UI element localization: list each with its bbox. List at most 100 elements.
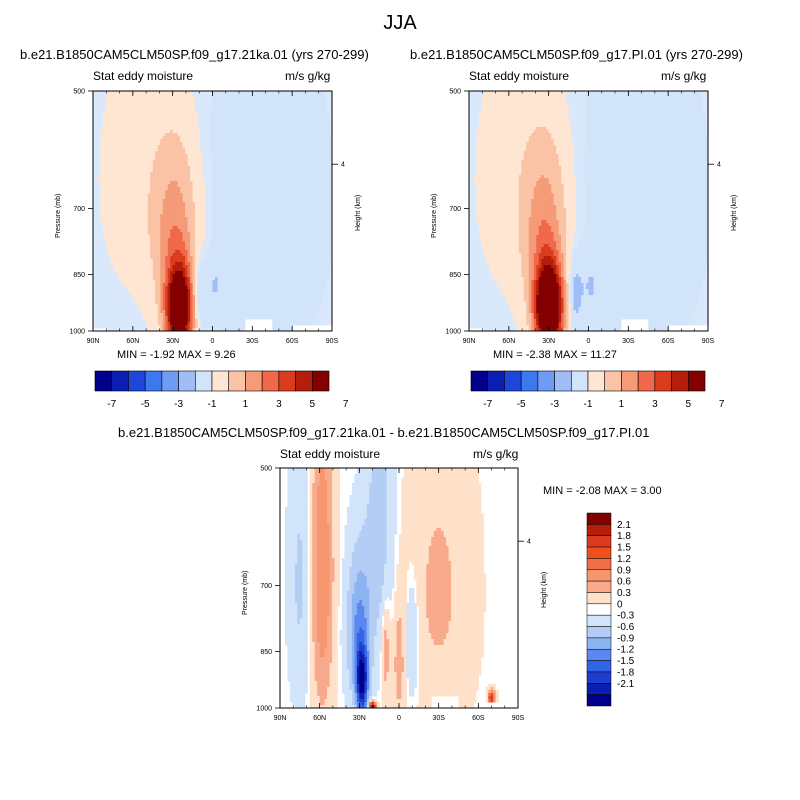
left-panel-field-cell [212, 199, 216, 203]
left-panel-field-cell [192, 232, 196, 236]
left-panel-field-cell [192, 148, 196, 152]
left-panel-field-cell [180, 208, 184, 212]
left-panel-field-cell [242, 175, 246, 179]
left-panel-field-cell [172, 172, 176, 176]
left-panel-field-cell [112, 109, 116, 113]
left-panel-field-cell [312, 184, 316, 188]
left-panel-field-cell [222, 235, 226, 239]
left-panel-field-cell [234, 190, 238, 194]
left-panel-field-cell [207, 94, 211, 98]
left-panel-field-cell [314, 199, 318, 203]
left-panel-field-cell [207, 226, 211, 230]
left-panel-field-cell [239, 232, 243, 236]
left-panel-field-cell [217, 121, 221, 125]
left-panel-field-cell [137, 208, 141, 212]
left-panel-field-cell [115, 94, 119, 98]
left-panel-field-cell [292, 220, 296, 224]
left-panel-field-cell [282, 157, 286, 161]
left-panel-field-cell [152, 118, 156, 122]
left-panel-field-cell [217, 199, 221, 203]
left-panel-field-cell [277, 172, 281, 176]
left-panel-field-cell [312, 160, 316, 164]
left-panel-field-cell [202, 124, 206, 128]
left-panel-field-cell [287, 235, 291, 239]
left-panel-field-cell [229, 151, 233, 155]
left-panel-field-cell [162, 97, 166, 101]
left-panel-field-cell [195, 220, 199, 224]
left-panel-field-cell [182, 226, 186, 230]
left-panel-field-cell [234, 118, 238, 122]
left-panel-field-cell [177, 97, 181, 101]
left-panel-field-cell [175, 154, 179, 158]
left-panel-field-cell [267, 199, 271, 203]
left-panel-field-cell [135, 91, 139, 95]
left-panel-field-cell [307, 178, 311, 182]
left-panel-field-cell [279, 127, 283, 131]
left-panel-field-cell [190, 181, 194, 185]
left-panel-field-cell [249, 220, 253, 224]
left-panel-field-cell [317, 220, 321, 224]
left-panel-field-cell [167, 211, 171, 215]
left-panel-field-cell [132, 220, 136, 224]
left-panel-field-cell [210, 94, 213, 98]
left-panel-field-cell [299, 244, 303, 248]
left-panel-field-cell [282, 103, 286, 107]
left-panel-field-cell [232, 169, 236, 173]
left-panel-field-cell [264, 163, 268, 167]
left-panel-field-cell [244, 166, 248, 170]
left-panel-field-cell [229, 109, 233, 113]
left-panel-field-cell [100, 232, 104, 236]
left-panel-field-cell [205, 160, 209, 164]
left-panel-field-cell [307, 151, 311, 155]
left-panel-field-cell [107, 229, 111, 233]
left-panel-field-cell [272, 211, 276, 215]
left-panel-field-cell [327, 211, 331, 215]
left-panel-field-cell [259, 151, 263, 155]
left-panel-field-cell [264, 151, 268, 155]
left-panel-field-cell [254, 124, 258, 128]
left-panel-field-cell [227, 160, 231, 164]
left-panel-field-cell [279, 241, 283, 245]
left-panel-field-cell [249, 166, 253, 170]
left-panel-field-cell [212, 127, 216, 131]
left-panel-field-cell [242, 118, 246, 122]
left-panel-field-cell [244, 133, 248, 137]
left-panel-field-cell [262, 172, 266, 176]
left-panel-field-cell [135, 199, 139, 203]
left-panel-field-cell [227, 241, 231, 245]
left-panel-field-cell [249, 187, 253, 191]
left-panel-field-cell [120, 193, 124, 197]
left-panel-field-cell [165, 181, 169, 185]
left-panel-field-cell [314, 94, 318, 98]
left-panel-field-cell [95, 217, 99, 221]
left-panel-field-cell [102, 106, 106, 110]
left-panel-field-cell [229, 157, 233, 161]
left-panel-field-cell [115, 130, 119, 134]
left-panel-field-cell [142, 139, 146, 143]
left-panel-field-cell [282, 187, 286, 191]
left-panel-field-cell [214, 208, 218, 212]
left-panel-field-cell [314, 244, 318, 248]
left-panel-field-cell [145, 139, 149, 143]
left-panel-field-cell [317, 187, 321, 191]
left-panel-field-cell [210, 106, 213, 110]
left-panel-field-cell [324, 124, 328, 128]
left-panel-field-cell [140, 163, 144, 167]
left-panel-field-cell [120, 214, 124, 218]
left-panel-field-cell [222, 214, 226, 218]
left-panel-field-cell [294, 151, 298, 155]
left-panel-field-cell [102, 121, 106, 125]
left-panel-field-cell [182, 115, 186, 119]
left-panel-field-cell [195, 199, 199, 203]
left-panel-field-cell [272, 193, 276, 197]
left-panel-field-cell [279, 229, 283, 233]
left-panel-field-cell [205, 112, 209, 116]
left-panel-field-cell [185, 214, 189, 218]
left-panel-field-cell [180, 184, 184, 188]
left-panel-field-cell [247, 112, 251, 116]
left-panel-field-cell [110, 187, 114, 191]
left-panel-field-cell [182, 184, 186, 188]
left-panel-field-cell [182, 124, 186, 128]
left-panel-field-cell [112, 214, 116, 218]
left-panel-field-cell [125, 151, 129, 155]
